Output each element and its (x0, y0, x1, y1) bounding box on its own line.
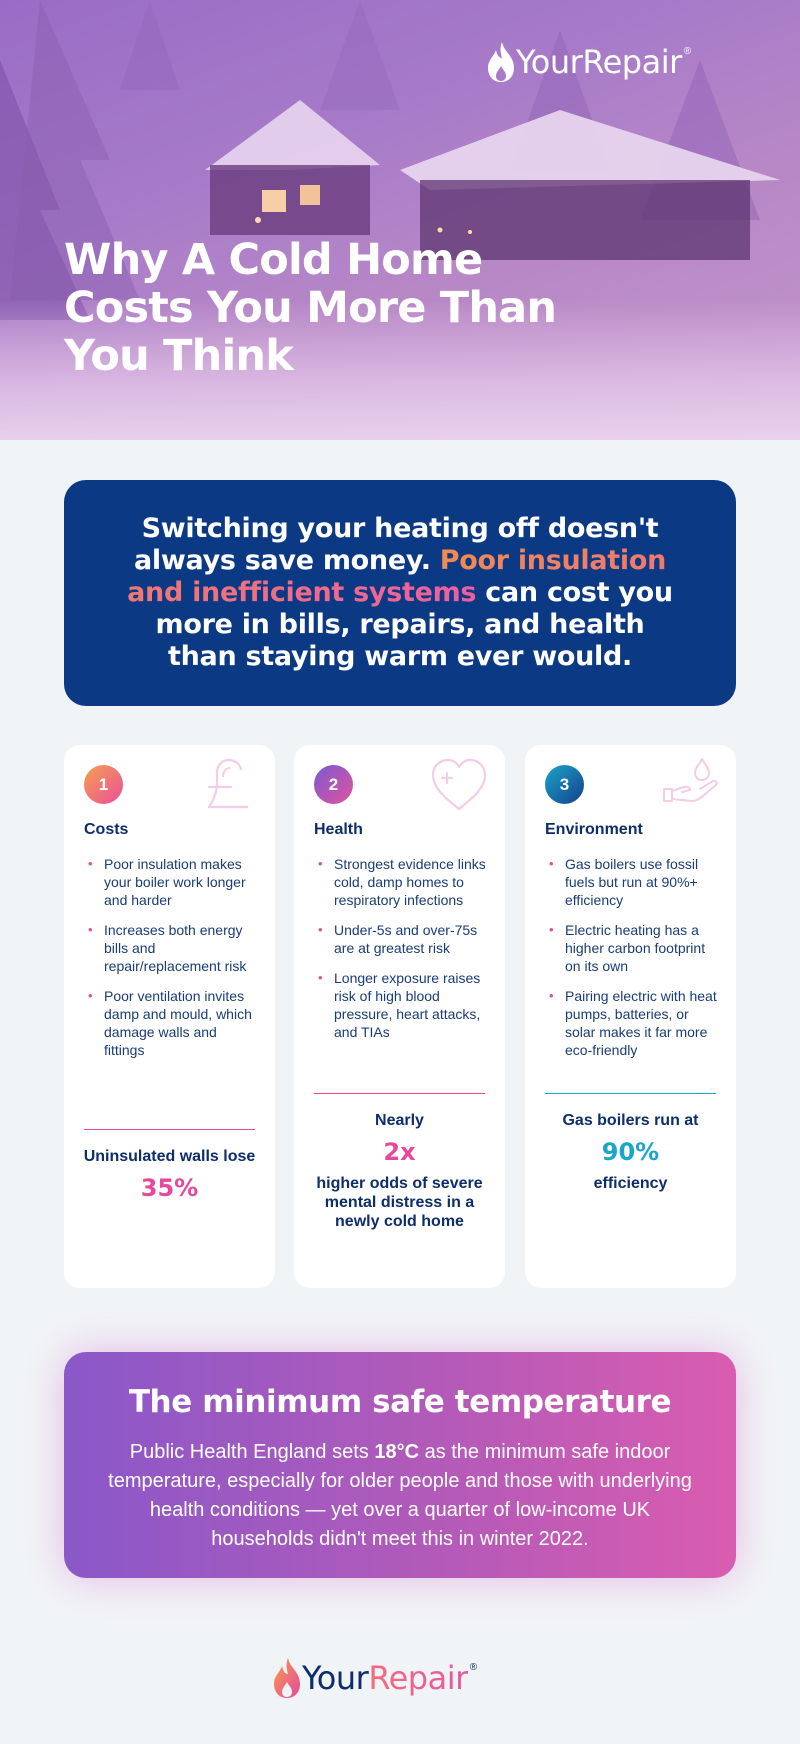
registered-mark: ® (683, 46, 692, 57)
flame-icon (488, 42, 514, 82)
stat-label: Nearly (375, 1112, 424, 1129)
hand-droplet-icon (663, 758, 718, 802)
divider (84, 1129, 255, 1130)
card-title: Health (314, 821, 363, 838)
min-temp-value: 18°C (374, 1441, 420, 1463)
intro-highlight: Poor insulation and inefficient systems (127, 545, 667, 608)
registered-mark: ® (469, 1662, 478, 1673)
card-health: 2 Health Strongest evidence links cold, … (294, 745, 505, 1288)
intro-box: Switching your heating off doesn't alway… (64, 480, 736, 706)
card-number-badge: 2 (314, 765, 353, 804)
stat-label: Gas boilers run at (562, 1112, 699, 1129)
card-bullet-list: Gas boilers use fossil fuels but run at … (545, 855, 720, 1071)
card-stat: Uninsulated walls lose 35% (76, 1147, 263, 1210)
stat-value: 35% (140, 1174, 199, 1202)
stat-value: 90% (601, 1138, 660, 1166)
hero-banner: Your Repair ® Why A Cold Home Costs You Mo… (0, 0, 800, 440)
min-temperature-box: The minimum safe temperature Public Heal… (64, 1352, 736, 1578)
intro-text: Switching your heating off doesn't alway… (120, 513, 680, 673)
footer-brand-logo[interactable]: Your Repair ® (272, 1656, 477, 1700)
list-item: Increases both energy bills and repair/r… (84, 921, 259, 975)
list-item: Electric heating has a higher carbon foo… (545, 921, 720, 975)
card-bullet-list: Poor insulation makes your boiler work l… (84, 855, 259, 1071)
stat-label: Uninsulated walls lose (83, 1148, 256, 1165)
pound-sign-icon (207, 758, 249, 809)
card-number-badge: 3 (545, 765, 584, 804)
brand-name-part2: Repair (582, 43, 682, 81)
snow-ground (0, 300, 800, 440)
flame-icon (274, 1658, 300, 1698)
brand-name-part2: Repair (368, 1659, 468, 1697)
heart-plus-icon (431, 758, 487, 811)
card-title: Environment (545, 821, 643, 838)
min-temp-text-after: as the minimum safe indoor temperature, … (108, 1441, 692, 1550)
brand-name-part1: Your (302, 1659, 369, 1697)
min-temp-text-before: Public Health England sets (129, 1441, 375, 1463)
list-item: Pairing electric with heat pumps, batter… (545, 987, 720, 1059)
card-title: Costs (84, 821, 129, 838)
card-stat: Nearly 2x higher odds of severe mental d… (306, 1111, 493, 1231)
list-item: Strongest evidence links cold, damp home… (314, 855, 489, 909)
stat-caption: higher odds of severe mental distress in… (316, 1175, 483, 1230)
snowy-cabin-illustration (0, 0, 780, 320)
min-temperature-text: Public Health England sets 18°C as the m… (104, 1438, 696, 1554)
list-item: Longer exposure raises risk of high bloo… (314, 969, 489, 1041)
page-title: Why A Cold Home Costs You More Than You … (64, 235, 557, 381)
list-item: Gas boilers use fossil fuels but run at … (545, 855, 720, 909)
brand-name-part1: Your (516, 43, 583, 81)
card-costs: 1 Costs Poor insulation makes your boile… (64, 745, 275, 1288)
divider (314, 1093, 485, 1094)
intro-text-after: can cost you more in bills, repairs, and… (155, 577, 674, 672)
divider (545, 1093, 716, 1094)
list-item: Poor insulation makes your boiler work l… (84, 855, 259, 909)
intro-text-before: Switching your heating off doesn't alway… (133, 513, 659, 576)
card-stat: Gas boilers run at 90% efficiency (537, 1111, 724, 1193)
list-item: Under-5s and over-75s are at greatest ri… (314, 921, 489, 957)
min-temperature-title: The minimum safe temperature (128, 1384, 672, 1420)
card-environment: 3 Environment Gas boilers use fossil fue… (525, 745, 736, 1288)
list-item: Poor ventilation invites damp and mould,… (84, 987, 259, 1059)
stat-caption: efficiency (593, 1175, 668, 1192)
stat-value: 2x (383, 1138, 416, 1166)
card-bullet-list: Strongest evidence links cold, damp home… (314, 855, 489, 1053)
card-number-badge: 1 (84, 765, 123, 804)
brand-logo[interactable]: Your Repair ® (486, 40, 691, 84)
